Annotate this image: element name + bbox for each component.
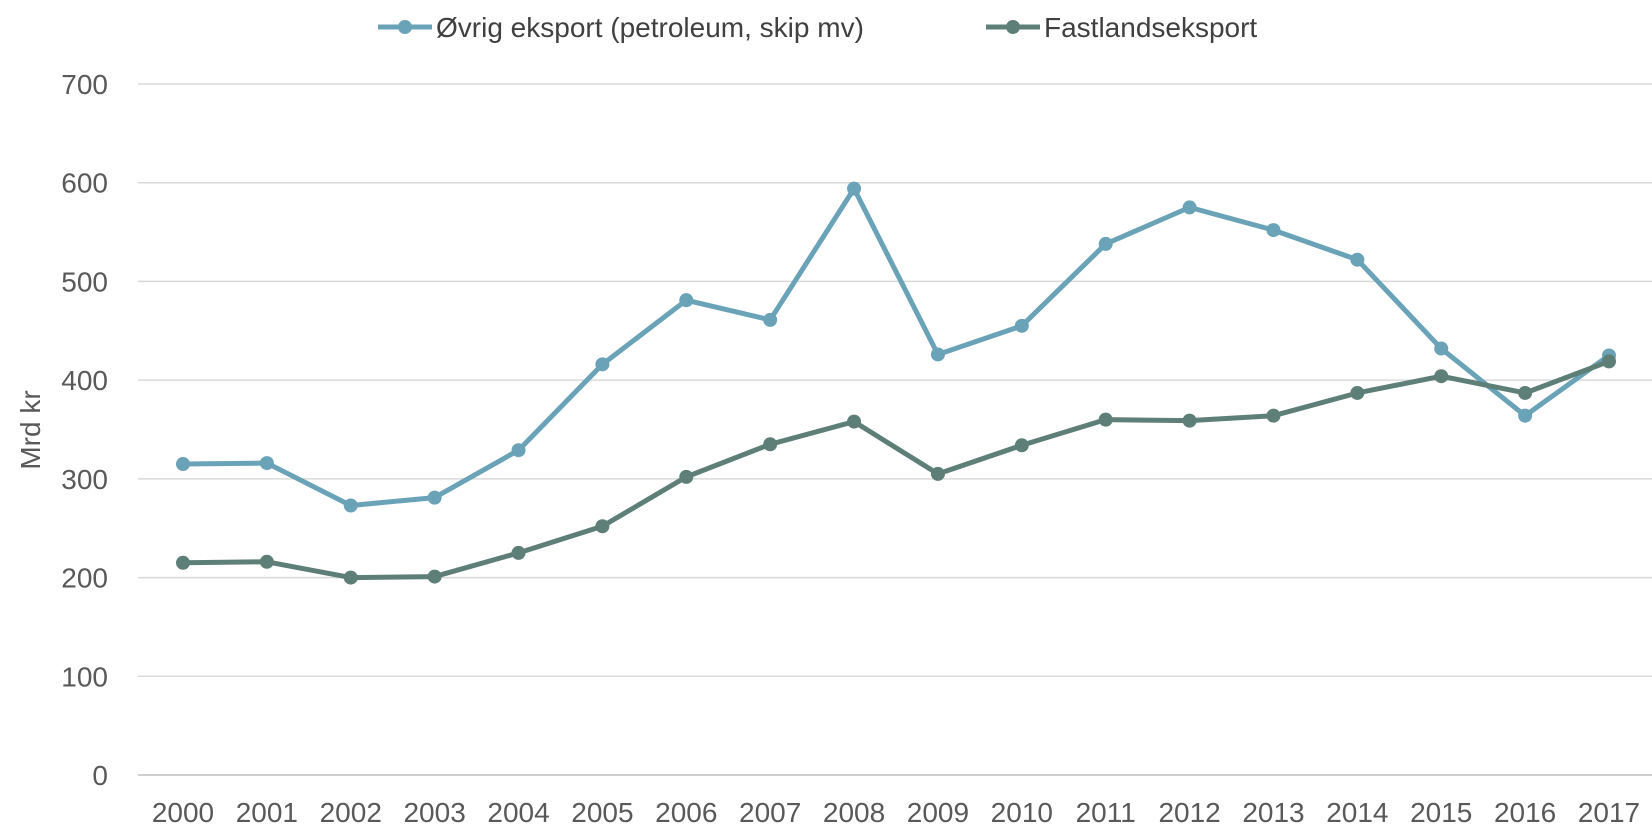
data-point [427,569,442,584]
data-point [259,554,274,569]
data-point [343,498,358,513]
y-tick-label: 700 [61,69,108,100]
y-tick-label: 300 [61,464,108,495]
x-tick-label: 2009 [907,797,969,826]
data-point [1266,408,1281,423]
y-tick-label: 400 [61,365,108,396]
x-tick-label: 2000 [152,797,214,826]
data-point [1098,412,1113,427]
legend-label: Fastlandseksport [1044,12,1257,43]
x-tick-label: 2005 [571,797,633,826]
data-point [1434,341,1449,356]
x-tick-label: 2017 [1578,797,1640,826]
data-point [427,490,442,505]
legend-label: Øvrig eksport (petroleum, skip mv) [436,12,864,43]
data-point [679,469,694,484]
x-tick-label: 2010 [991,797,1053,826]
x-tick-label: 2001 [236,797,298,826]
data-point [1182,413,1197,428]
x-tick-label: 2013 [1242,797,1304,826]
data-point [930,466,945,481]
gridlines [138,83,1652,776]
y-axis-title: Mrd kr [15,390,46,469]
data-point [595,519,610,534]
legend: Øvrig eksport (petroleum, skip mv) Fastl… [378,12,1257,43]
series-line [180,186,1612,509]
x-tick-label: 2003 [403,797,465,826]
x-tick-label: 2015 [1410,797,1472,826]
x-axis: 2000 2001 2002 2003 2004 2005 2006 2007 2008 2009… [152,797,1640,826]
x-tick-label: 2006 [655,797,717,826]
y-tick-label: 200 [61,563,108,594]
y-tick-label: 0 [92,760,108,791]
legend-marker [1006,20,1020,34]
data-point [1266,223,1281,238]
legend-item-1: Fastlandseksport [986,12,1257,43]
legend-item-0: Øvrig eksport (petroleum, skip mv) [378,12,864,43]
data-point [1014,318,1029,333]
series-line [180,358,1612,581]
data-point [176,457,190,472]
data-point [763,312,778,327]
series-1 [176,354,1616,585]
x-tick-label: 2004 [487,797,549,826]
x-tick-label: 2007 [739,797,801,826]
legend-marker [398,20,412,34]
x-tick-label: 2012 [1158,797,1220,826]
y-tick-label: 600 [61,168,108,199]
data-point [1518,385,1533,400]
data-point [1434,369,1449,384]
x-tick-label: 2008 [823,797,885,826]
data-point [511,443,526,458]
x-tick-label: 2011 [1076,797,1136,826]
data-point [763,437,778,452]
data-point [259,456,274,471]
data-point [1518,408,1533,423]
series-0 [176,181,1616,513]
y-tick-label: 100 [61,661,108,692]
series-group [176,181,1616,585]
data-point [511,545,526,560]
data-point [595,357,610,372]
data-point [176,555,190,570]
x-tick-label: 2002 [320,797,382,826]
data-point [1350,385,1365,400]
data-point [679,293,694,308]
data-point [1350,252,1365,267]
y-axis: 0 100 200 300 400 500 600 700 [61,69,108,791]
data-point [1182,200,1197,215]
x-tick-label: 2016 [1494,797,1556,826]
data-point [1602,354,1616,369]
data-point [1014,438,1029,453]
y-tick-label: 500 [61,266,108,297]
data-point [343,570,358,585]
x-tick-label: 2014 [1326,797,1388,826]
data-point [930,347,945,362]
data-point [847,414,862,429]
data-point [847,181,862,196]
data-point [1098,236,1113,251]
